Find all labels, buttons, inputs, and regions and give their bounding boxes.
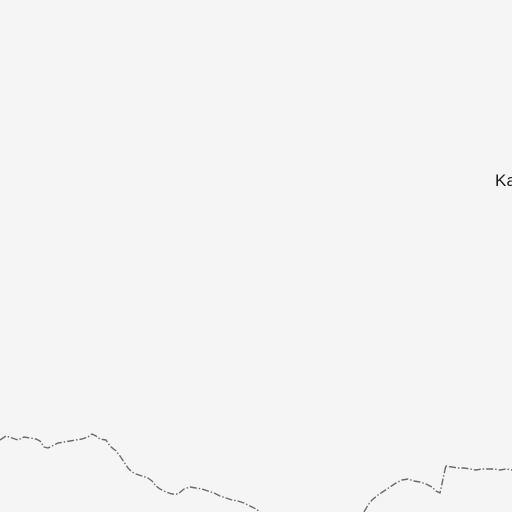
boundary-line-east	[363, 464, 512, 512]
place-label: Ka	[495, 171, 512, 190]
boundary-line-west	[0, 433, 261, 512]
